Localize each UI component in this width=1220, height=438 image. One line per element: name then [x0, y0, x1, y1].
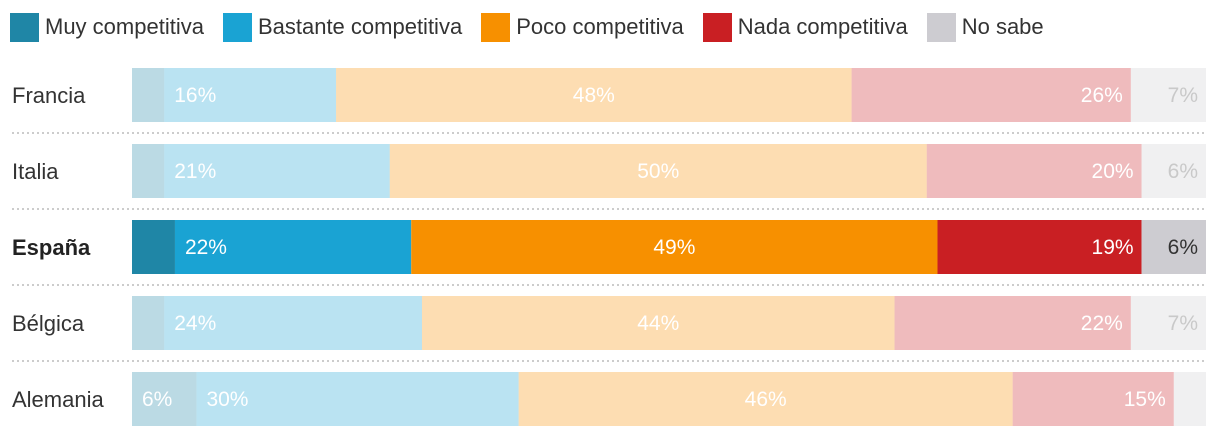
bar-segment — [164, 68, 337, 122]
bar-segment — [132, 296, 165, 350]
data-label: 30% — [206, 388, 248, 411]
category-label: Alemania — [12, 387, 104, 412]
bar-segment — [164, 296, 422, 350]
bar-segment — [851, 68, 1131, 122]
legend-label: Poco competitiva — [516, 14, 684, 39]
bar-segment — [1173, 372, 1206, 426]
bar-segment — [132, 68, 165, 122]
bar-segment — [1141, 220, 1206, 274]
data-label: 48% — [573, 84, 615, 107]
data-label: 44% — [637, 312, 679, 335]
bar-segment — [174, 220, 412, 274]
category-label: Francia — [12, 83, 86, 108]
chart-legend: Muy competitiva Bastante competitiva Poc… — [10, 11, 1063, 43]
data-label: 20% — [1092, 160, 1134, 183]
data-label: 21% — [174, 160, 216, 183]
data-label: 19% — [1092, 236, 1134, 259]
bar-segment — [1130, 68, 1206, 122]
bar-segment — [518, 372, 1013, 426]
bar-segment — [389, 144, 927, 198]
legend-label: Bastante competitiva — [257, 14, 463, 39]
data-label: 6% — [1168, 160, 1198, 183]
data-label: 22% — [185, 236, 227, 259]
bar-segment — [937, 220, 1142, 274]
bar-segment — [336, 68, 852, 122]
legend-item-poco-competitiva: Poco competitiva — [481, 12, 684, 42]
category-label: España — [12, 235, 91, 260]
data-label: 46% — [745, 388, 787, 411]
bar-segment — [164, 144, 390, 198]
data-label: 7% — [1168, 312, 1198, 335]
legend-swatch — [10, 12, 39, 42]
data-label: 26% — [1081, 84, 1123, 107]
data-label: 7% — [1168, 84, 1198, 107]
legend-label: No sabe — [961, 14, 1044, 39]
legend-item-no-sabe: No sabe — [926, 12, 1044, 42]
bar-segment — [926, 144, 1142, 198]
bar-segment — [132, 220, 175, 274]
legend-swatch — [702, 12, 732, 42]
data-label: 15% — [1124, 388, 1166, 411]
category-label: Italia — [12, 159, 59, 184]
bar-segment — [1130, 296, 1206, 350]
data-label: 6% — [1168, 236, 1198, 259]
bar-segment — [1012, 372, 1174, 426]
legend-item-nada-competitiva: Nada competitiva — [702, 12, 908, 42]
data-label: 6% — [142, 388, 172, 411]
legend-item-muy-competitiva: Muy competitiva — [10, 12, 204, 42]
legend-label: Muy competitiva — [45, 14, 204, 39]
bar-segment — [894, 296, 1131, 350]
bar-segment — [132, 372, 197, 426]
legend-swatch — [481, 12, 511, 42]
legend-swatch — [926, 12, 956, 42]
bar-segment — [1141, 144, 1206, 198]
data-label: 24% — [174, 312, 216, 335]
data-label: 22% — [1081, 312, 1123, 335]
category-label: Bélgica — [12, 311, 85, 336]
data-label: 49% — [653, 236, 695, 259]
bar-segment — [132, 144, 165, 198]
bar-segment — [196, 372, 519, 426]
data-label: 50% — [637, 160, 679, 183]
legend-item-bastante-competitiva: Bastante competitiva — [222, 12, 463, 42]
legend-swatch — [222, 12, 252, 42]
legend-label: Nada competitiva — [737, 14, 908, 39]
bar-segment — [421, 296, 895, 350]
data-label: 16% — [174, 84, 216, 107]
bar-segment — [411, 220, 938, 274]
